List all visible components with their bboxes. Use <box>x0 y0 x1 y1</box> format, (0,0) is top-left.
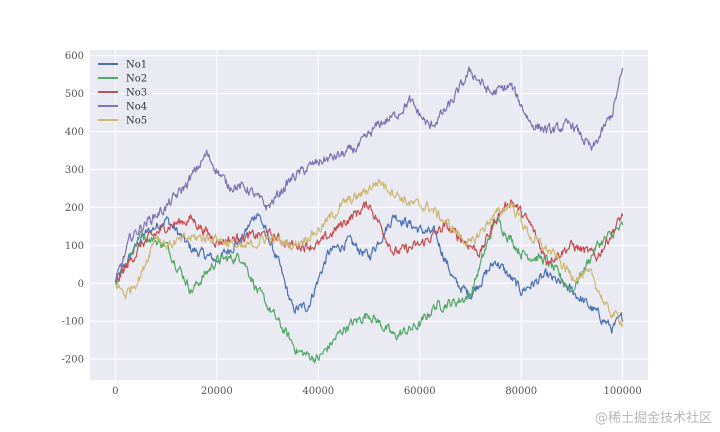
legend-label-no1: No1 <box>126 60 147 71</box>
series-line-no3 <box>114 199 624 282</box>
legend-label-no3: No3 <box>126 88 147 99</box>
series-line-no1 <box>114 212 624 334</box>
series-line-no4 <box>114 66 624 283</box>
plot-background <box>90 50 648 380</box>
x-tick-label: 80000 <box>505 386 537 397</box>
legend-label-no5: No5 <box>126 116 147 127</box>
y-tick-label: 300 <box>65 165 84 176</box>
series-layer <box>114 66 624 364</box>
y-tick-label: -100 <box>62 317 84 328</box>
y-tick-label: 100 <box>65 241 84 252</box>
series-line-no2 <box>114 217 624 364</box>
y-tick-label: 600 <box>65 51 84 62</box>
series-line-no5 <box>114 179 624 328</box>
legend-label-no4: No4 <box>126 102 147 113</box>
y-tick-label: 0 <box>78 279 84 290</box>
y-tick-label: 200 <box>65 203 84 214</box>
x-axis-ticks: 0 20000 40000 60000 80000 100000 <box>112 386 642 397</box>
y-tick-label: 500 <box>65 89 84 100</box>
x-tick-label: 0 <box>112 386 118 397</box>
x-tick-label: 60000 <box>404 386 436 397</box>
y-axis-ticks: -200 -100 0 100 200 300 400 500 600 <box>62 51 84 365</box>
watermark-text: @稀土掘金技术社区 <box>594 411 712 426</box>
x-tick-label: 40000 <box>302 386 334 397</box>
x-tick-label: 20000 <box>201 386 233 397</box>
y-tick-label: -200 <box>62 355 84 366</box>
y-tick-label: 400 <box>65 127 84 138</box>
legend: No1 No2 No3 No4 No5 <box>98 60 147 127</box>
legend-label-no2: No2 <box>126 74 147 85</box>
x-tick-label: 100000 <box>604 386 642 397</box>
